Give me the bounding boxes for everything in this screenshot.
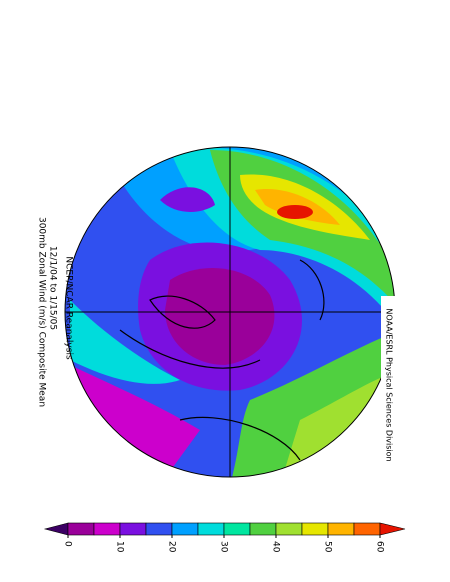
- coastline: [119, 259, 325, 461]
- map-title: 300mb Zonal Wind (m/s) Composite Mean: [37, 217, 47, 407]
- colorbar-segment: [119, 522, 147, 536]
- field-band: [70, 300, 180, 384]
- field-band: [277, 205, 313, 219]
- colorbar-tick-label: 20: [167, 541, 177, 553]
- map-source: NCEP/NCAR Reanalysis: [64, 256, 74, 360]
- colorbar-tick-label: 50: [323, 541, 333, 553]
- colorbar-tick-label: 30: [219, 541, 229, 553]
- colorbar-under: [43, 522, 69, 536]
- colorbar-segment: [301, 522, 329, 536]
- colorbar-tick-label: 40: [271, 541, 281, 553]
- field-band: [165, 268, 275, 365]
- field-band: [160, 187, 215, 212]
- colorbar-segment: [93, 522, 121, 536]
- map-subtitle: 12/1/04 to 1/15/05: [48, 246, 58, 330]
- colorbar: 0 10 20 30 40 50 60: [43, 522, 406, 553]
- credit-box: [381, 296, 397, 474]
- colorbar-over: [379, 522, 406, 536]
- colorbar-segment: [223, 522, 251, 536]
- colorbar-segment: [327, 522, 355, 536]
- colorbar-tick-label: 60: [375, 541, 385, 553]
- colorbar-segment: [275, 522, 303, 536]
- colorbar-segment: [145, 522, 173, 536]
- colorbar-segment: [197, 522, 225, 536]
- colorbar-tick-label: 10: [115, 541, 125, 553]
- colorbar-segment: [353, 522, 381, 536]
- colorbar-segment: [171, 522, 199, 536]
- colorbar-tick-label: 0: [63, 541, 73, 547]
- colorbar-segment: [249, 522, 277, 536]
- credit: NOAA/ESRL Physical Sciences Division: [385, 308, 394, 461]
- colorbar-segment: [67, 522, 95, 536]
